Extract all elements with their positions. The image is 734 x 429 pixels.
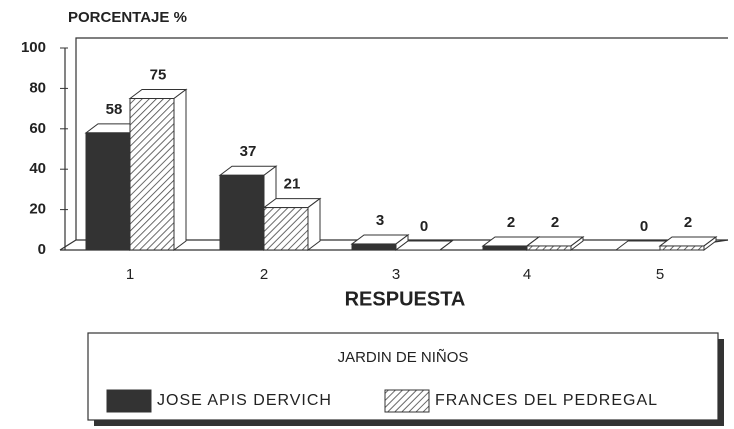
data-label: 21 (284, 176, 301, 193)
y-axis-label: PORCENTAJE % (68, 9, 187, 26)
x-tick-label: 3 (392, 266, 400, 283)
bar-side (439, 240, 453, 251)
bar (85, 132, 131, 251)
legend-label: FRANCES DEL PEDREGAL (435, 392, 658, 409)
x-tick-label: 4 (523, 266, 531, 283)
data-label: 37 (240, 143, 257, 160)
bar (659, 245, 705, 251)
y-tick-label: 20 (29, 201, 46, 218)
data-label: 58 (106, 101, 123, 118)
y-tick-label: 80 (29, 79, 46, 96)
x-tick-label: 5 (656, 266, 664, 283)
x-axis-label: RESPUESTA (345, 288, 466, 310)
legend-title: JARDIN DE NIÑOS (338, 349, 469, 366)
x-tick-label: 2 (260, 266, 268, 283)
data-label: 2 (507, 214, 515, 231)
data-label: 75 (150, 66, 167, 83)
bar (219, 174, 265, 251)
bar (482, 245, 528, 251)
data-label: 0 (420, 218, 428, 235)
bar (263, 207, 309, 251)
y-tick-label: 100 (21, 39, 46, 56)
data-label: 0 (640, 218, 648, 235)
legend-swatch (384, 389, 430, 413)
bar-side (307, 197, 321, 251)
data-label: 2 (684, 214, 692, 231)
legend-label: JOSE APIS DERVICH (157, 392, 332, 409)
data-label: 3 (376, 212, 384, 229)
bar (526, 245, 572, 251)
data-label: 2 (551, 214, 559, 231)
y-tick-label: 40 (29, 160, 46, 177)
legend-swatch (106, 389, 152, 413)
x-tick-label: 1 (126, 266, 134, 283)
y-tick-label: 0 (38, 241, 46, 258)
bar (129, 98, 175, 251)
bar-side (173, 88, 187, 251)
bar (351, 243, 397, 251)
y-tick-label: 60 (29, 120, 46, 137)
